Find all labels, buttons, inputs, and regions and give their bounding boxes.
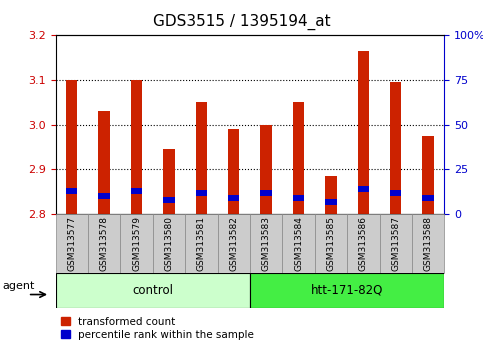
Bar [358, 186, 369, 192]
Text: GSM313579: GSM313579 [132, 216, 141, 271]
Bar [196, 102, 207, 214]
Bar [325, 199, 337, 205]
Bar [283, 214, 315, 273]
Bar [88, 214, 120, 273]
Bar [228, 129, 240, 214]
Text: agent: agent [3, 281, 35, 291]
Bar [358, 51, 369, 214]
Bar [250, 214, 283, 273]
Bar [56, 214, 88, 273]
Bar [99, 112, 110, 214]
Bar [66, 80, 77, 214]
Bar [196, 190, 207, 196]
Bar [315, 214, 347, 273]
Legend: transformed count, percentile rank within the sample: transformed count, percentile rank withi… [61, 317, 255, 340]
Bar [390, 82, 401, 214]
Bar [131, 188, 142, 194]
Bar [56, 273, 250, 308]
Bar [347, 214, 380, 273]
Bar [217, 214, 250, 273]
Bar [325, 176, 337, 214]
Bar [163, 149, 175, 214]
Bar [185, 214, 217, 273]
Bar [423, 195, 434, 201]
Bar [228, 195, 240, 201]
Text: GSM313585: GSM313585 [327, 216, 336, 271]
Text: GSM313588: GSM313588 [424, 216, 433, 271]
Bar [120, 214, 153, 273]
Text: GSM313586: GSM313586 [359, 216, 368, 271]
Bar [423, 136, 434, 214]
Bar [380, 214, 412, 273]
Bar [131, 80, 142, 214]
Text: GDS3515 / 1395194_at: GDS3515 / 1395194_at [153, 14, 330, 30]
Text: GSM313578: GSM313578 [99, 216, 109, 271]
Bar [293, 102, 304, 214]
Text: GSM313577: GSM313577 [67, 216, 76, 271]
Text: htt-171-82Q: htt-171-82Q [311, 284, 384, 297]
Bar [250, 273, 444, 308]
Text: GSM313587: GSM313587 [391, 216, 400, 271]
Bar [390, 190, 401, 196]
Bar [66, 188, 77, 194]
Text: GSM313583: GSM313583 [262, 216, 270, 271]
Text: GSM313584: GSM313584 [294, 216, 303, 271]
Bar [99, 193, 110, 199]
Text: GSM313581: GSM313581 [197, 216, 206, 271]
Text: control: control [132, 284, 173, 297]
Bar [412, 214, 444, 273]
Bar [260, 125, 272, 214]
Bar [153, 214, 185, 273]
Bar [163, 197, 175, 203]
Bar [293, 195, 304, 201]
Text: GSM313580: GSM313580 [164, 216, 173, 271]
Bar [260, 190, 272, 196]
Text: GSM313582: GSM313582 [229, 216, 238, 271]
